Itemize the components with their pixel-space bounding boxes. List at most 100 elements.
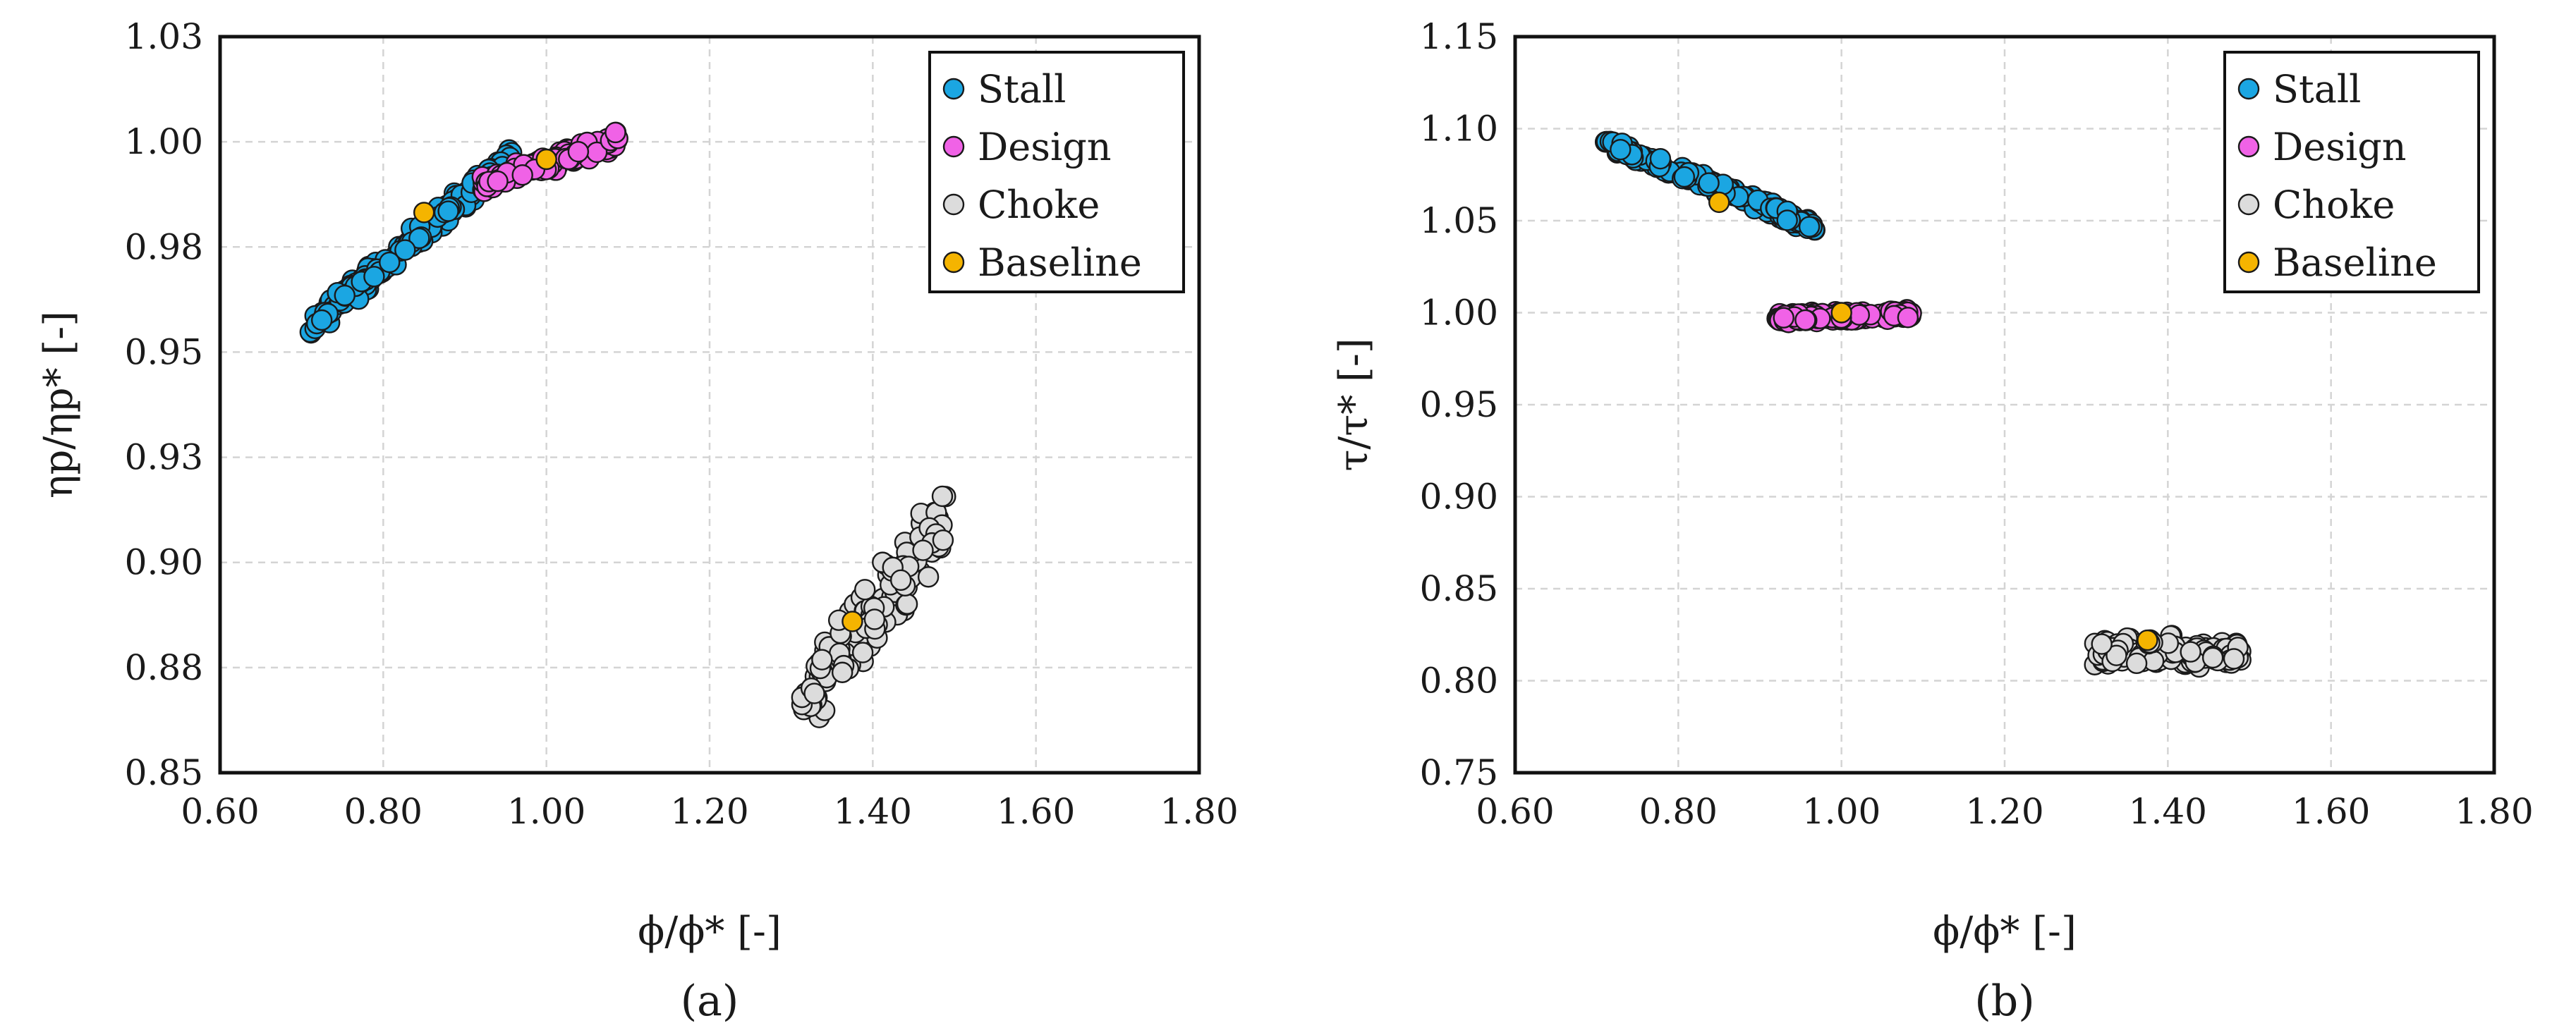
y-axis-title: ηp/ηp* [-]	[36, 311, 82, 498]
legend-label-stall: Stall	[2273, 67, 2361, 111]
y-tick-label: 0.75	[1420, 752, 1498, 793]
x-tick-label: 0.60	[181, 791, 259, 832]
point-baseline	[1830, 302, 1852, 324]
y-tick-label: 0.80	[1420, 661, 1498, 702]
point-stall	[394, 239, 416, 261]
legend-marker-choke	[2237, 193, 2260, 216]
x-tick-label: 1.00	[1802, 791, 1881, 832]
point-choke	[803, 682, 825, 704]
series-baseline	[1708, 191, 2158, 651]
y-tick-label: 1.05	[1420, 200, 1498, 241]
point-baseline	[413, 202, 435, 223]
point-choke	[2201, 647, 2224, 669]
point-design	[487, 170, 509, 192]
x-axis-title: ϕ/ϕ* [-]	[1933, 909, 2077, 955]
y-tick-label: 1.00	[1420, 293, 1498, 333]
y-tick-label: 0.98	[125, 226, 203, 267]
x-tick-label: 1.80	[1160, 791, 1238, 832]
point-design	[604, 121, 626, 144]
y-tick-label: 0.90	[1420, 477, 1498, 518]
legend-marker-design	[942, 135, 965, 158]
legend-box	[2223, 51, 2480, 293]
points	[1594, 130, 2252, 678]
x-tick-label: 1.60	[2292, 791, 2370, 832]
point-choke	[2091, 633, 2113, 655]
point-choke	[2223, 648, 2245, 670]
legend-label-baseline: Baseline	[978, 240, 1142, 285]
y-tick-label: 1.00	[125, 121, 203, 162]
legend-label-design: Design	[2273, 125, 2407, 169]
point-baseline	[842, 611, 863, 632]
y-tick-label: 1.10	[1420, 109, 1498, 149]
legend-marker-choke	[942, 193, 965, 216]
y-tick-label: 1.15	[1420, 16, 1498, 57]
point-design	[1794, 309, 1816, 331]
point-stall	[1698, 172, 1720, 194]
point-choke	[2106, 644, 2127, 666]
point-stall	[1798, 216, 1821, 238]
plot-frame	[218, 35, 1201, 775]
x-axis-title: ϕ/ϕ* [-]	[638, 909, 782, 955]
y-tick-label: 0.88	[125, 647, 203, 688]
series-baseline	[413, 148, 863, 632]
point-stall	[334, 284, 356, 307]
point-choke	[831, 661, 853, 683]
legend-marker-stall	[2237, 78, 2260, 100]
point-design	[1773, 307, 1794, 329]
point-baseline	[1708, 191, 1730, 214]
point-stall	[1673, 166, 1696, 188]
point-choke	[889, 569, 912, 592]
legend-marker-stall	[942, 78, 965, 100]
point-baseline	[2137, 629, 2158, 651]
point-choke	[912, 539, 934, 561]
points	[299, 121, 956, 728]
point-stall	[310, 309, 333, 331]
legend-box	[928, 51, 1185, 293]
y-tick-label: 0.90	[125, 542, 203, 583]
point-design	[511, 164, 533, 186]
legend-marker-baseline	[942, 251, 965, 274]
legend: Stall Design Choke Baseline	[928, 51, 1185, 293]
x-tick-label: 1.40	[834, 791, 912, 832]
point-choke	[931, 485, 954, 508]
x-tick-label: 0.80	[1639, 791, 1718, 832]
x-tick-label: 0.60	[1476, 791, 1554, 832]
point-stall	[1649, 147, 1672, 170]
y-tick-label: 0.95	[125, 331, 203, 372]
y-axis-title: τ/τ* [-]	[1331, 338, 1377, 471]
y-tick-label: 0.93	[125, 437, 203, 478]
point-design	[1897, 307, 1919, 329]
legend-label-stall: Stall	[978, 67, 1066, 111]
legend-marker-baseline	[2237, 251, 2260, 274]
x-tick-label: 1.60	[997, 791, 1075, 832]
point-choke	[917, 566, 940, 588]
legend-label-choke: Choke	[2273, 183, 2395, 227]
y-tick-label: 1.03	[125, 16, 203, 57]
panel-label: (b)	[1974, 976, 2034, 1026]
point-choke	[854, 579, 876, 601]
point-choke	[932, 529, 954, 551]
x-tick-label: 1.20	[1965, 791, 2043, 832]
point-stall	[437, 200, 459, 222]
point-stall	[1610, 138, 1632, 161]
legend-marker-design	[2237, 135, 2260, 158]
series-stall	[1594, 130, 1826, 241]
legend-label-baseline: Baseline	[2273, 240, 2437, 285]
point-choke	[851, 642, 874, 663]
x-tick-label: 1.40	[2129, 791, 2207, 832]
y-tick-label: 0.85	[1420, 568, 1498, 609]
panel-label: (a)	[681, 976, 739, 1026]
chart-panel-b: 0.60 0.80 1.00 1.20 1.40 1.60 1.80 0.75 0.80 0.85…	[1331, 16, 2534, 1026]
point-design	[1848, 304, 1871, 326]
point-design	[567, 140, 590, 163]
series-choke	[2084, 625, 2252, 678]
y-tick-label: 0.95	[1420, 384, 1498, 425]
chart-panel-a: 0.60 0.80 1.00 1.20 1.40 1.60 1.80 0.85 0.88 0.90…	[36, 16, 1239, 1026]
x-tick-label: 1.20	[670, 791, 748, 832]
point-baseline	[535, 148, 557, 171]
point-choke	[811, 649, 833, 670]
legend-label-choke: Choke	[978, 183, 1100, 227]
point-stall	[363, 266, 385, 288]
point-stall	[1776, 209, 1798, 231]
